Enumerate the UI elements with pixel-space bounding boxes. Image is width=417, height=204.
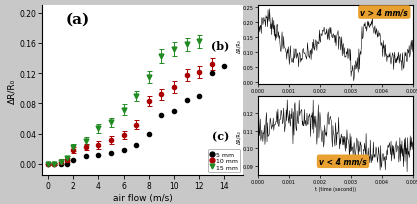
Line: 5 mm: 5 mm <box>46 64 226 166</box>
5 mm <box>71 159 76 162</box>
Text: (b): (b) <box>211 40 230 51</box>
5 mm <box>64 163 69 165</box>
X-axis label: t (time (second)): t (time (second)) <box>315 186 356 191</box>
Legend: 5 mm, 10 mm, 15 mm: 5 mm, 10 mm, 15 mm <box>208 150 240 172</box>
Text: v > 4 mm/s: v > 4 mm/s <box>360 9 408 17</box>
5 mm <box>121 149 126 152</box>
5 mm <box>159 114 164 116</box>
5 mm <box>58 163 63 165</box>
5 mm <box>52 163 57 165</box>
5 mm <box>96 154 101 156</box>
5 mm <box>146 133 151 135</box>
5 mm <box>134 144 139 146</box>
Y-axis label: ΔR/R₀: ΔR/R₀ <box>236 129 241 143</box>
Text: v < 4 mm/s: v < 4 mm/s <box>319 157 367 166</box>
5 mm <box>222 65 227 68</box>
X-axis label: air flow (m/s): air flow (m/s) <box>113 193 172 202</box>
5 mm <box>184 99 189 101</box>
Y-axis label: ΔR/R₀: ΔR/R₀ <box>236 39 241 52</box>
Text: (c): (c) <box>213 131 230 142</box>
5 mm <box>197 95 202 98</box>
5 mm <box>108 152 113 154</box>
Y-axis label: ΔR/R₀: ΔR/R₀ <box>8 78 16 103</box>
5 mm <box>209 73 214 75</box>
Text: (a): (a) <box>66 13 90 27</box>
5 mm <box>45 163 50 165</box>
5 mm <box>171 110 176 113</box>
5 mm <box>83 155 88 158</box>
